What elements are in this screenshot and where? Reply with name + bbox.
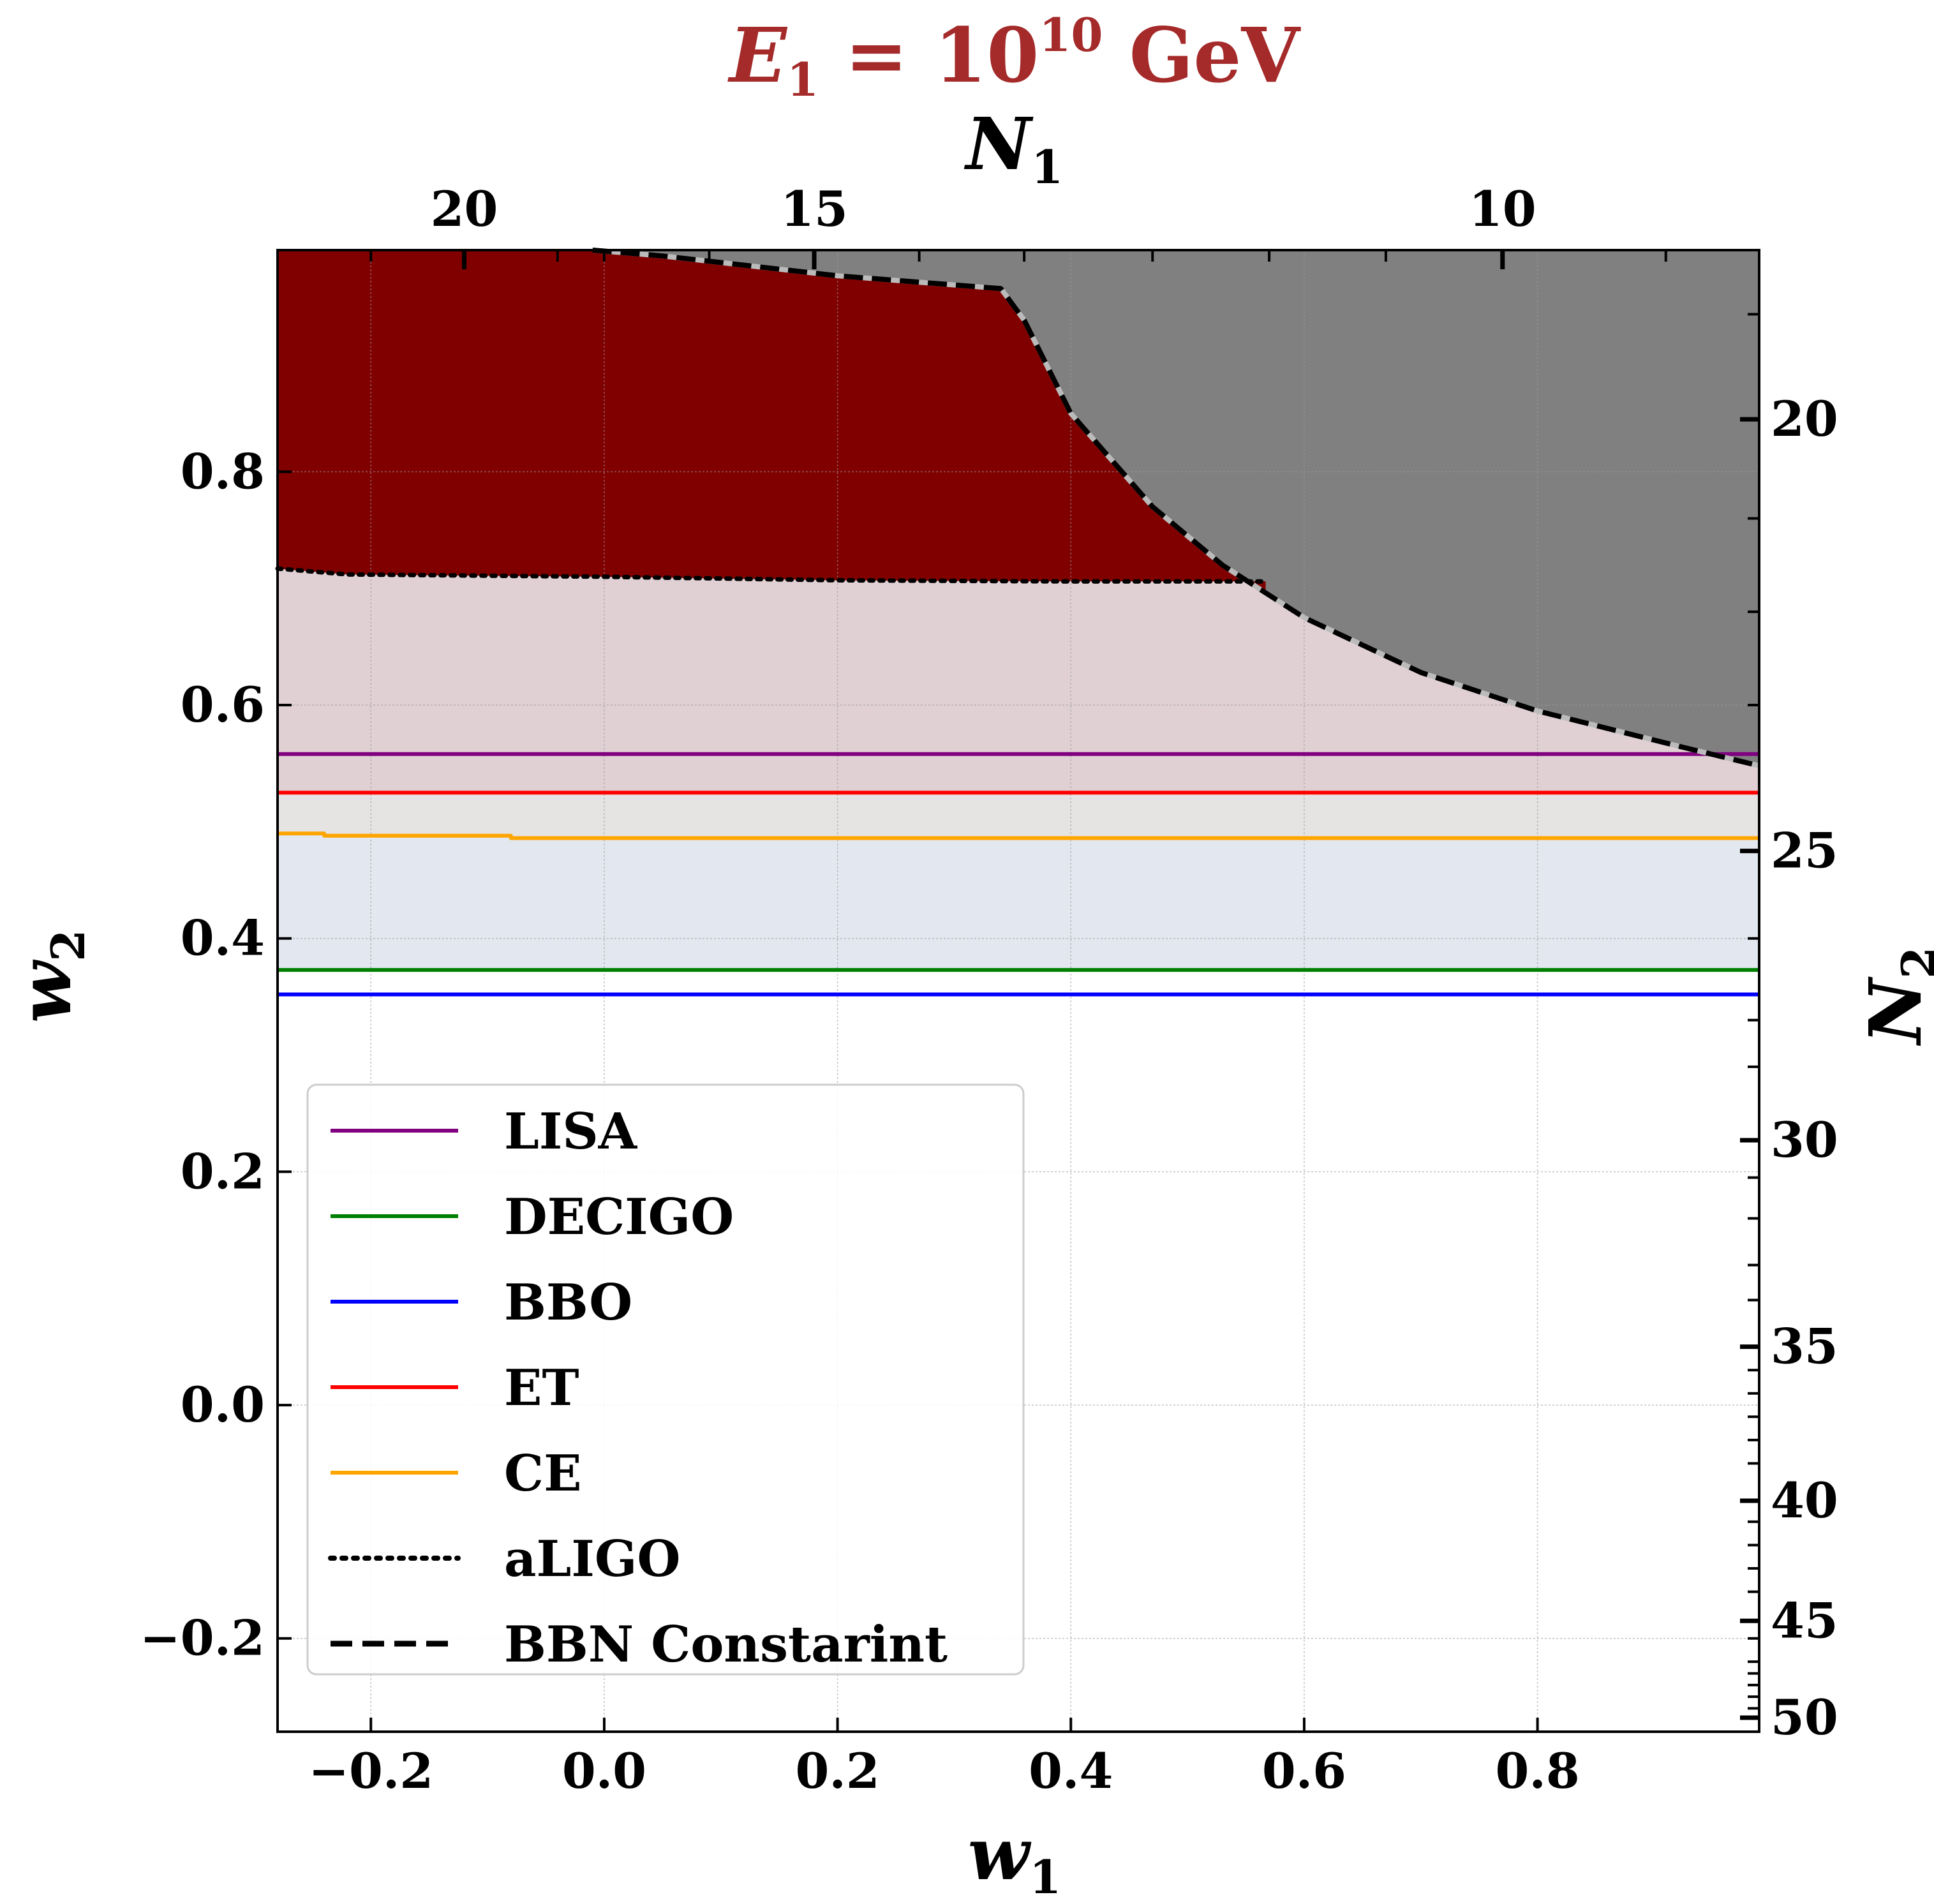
x-tick-label-1: 0.0 — [562, 1743, 646, 1799]
right-tick-label-3: 35 — [1771, 1318, 1838, 1375]
y-axis-subscript: 2 — [41, 930, 95, 962]
right-axis-subscript: 2 — [1891, 947, 1934, 979]
series-line-bbn-constarint — [592, 248, 1760, 768]
x-tick-label-2: 0.2 — [795, 1743, 879, 1799]
top-axis-subscript: 1 — [1031, 140, 1063, 194]
legend-label-aligo: aLIGO — [504, 1530, 680, 1588]
region-et-band — [278, 792, 1759, 838]
right-tick-label-2: 30 — [1771, 1112, 1838, 1168]
top-tick-label-0: 20 — [431, 181, 498, 237]
region-excluded-bbn — [592, 250, 1759, 766]
title-exponent: 10 — [1039, 8, 1103, 62]
right-axis-symbol: N — [1854, 976, 1934, 1046]
legend-label-bbn-constarint: BBN Constarint — [504, 1616, 948, 1674]
top-axis-title: N1 — [964, 103, 1063, 194]
chart-title: E1 = 1010 GeV — [727, 8, 1301, 107]
legend-label-bbo: BBO — [504, 1274, 632, 1332]
legend: LISA DECIGO BBO ET CE aLIGO BBN Constarint — [306, 1083, 1025, 1676]
x-tick-label-3: 0.4 — [1029, 1743, 1113, 1799]
y-tick-label-5: 0.8 — [181, 443, 265, 500]
region-ce-band — [278, 833, 1759, 971]
title-subscript: 1 — [787, 52, 819, 107]
legend-box — [306, 1083, 1025, 1676]
top-tick-label-2: 10 — [1469, 181, 1536, 237]
right-tick-label-0: 20 — [1771, 390, 1838, 447]
region-aligo-detectable — [278, 250, 1266, 593]
y-tick-label-2: 0.2 — [181, 1143, 265, 1200]
title-equals: = — [819, 11, 934, 100]
regions-layer — [278, 250, 1759, 971]
title-symbol: E — [727, 11, 788, 100]
legend-label-ce: CE — [504, 1445, 582, 1503]
right-tick-label-5: 45 — [1771, 1592, 1838, 1649]
x-tick-label-5: 0.8 — [1495, 1743, 1579, 1799]
series-layer — [275, 248, 1760, 997]
right-axis-title: N2 — [1854, 947, 1934, 1046]
x-tick-label-0: −0.2 — [308, 1743, 433, 1799]
y-tick-label-1: 0.0 — [181, 1376, 265, 1433]
top-axis-symbol: N — [964, 103, 1034, 186]
y-tick-label-0: −0.2 — [140, 1610, 265, 1667]
series-line-aligo — [275, 566, 1268, 584]
y-axis-title: w2 — [4, 930, 95, 1023]
x-axis-subscript: 1 — [1029, 1850, 1061, 1904]
x-tick-label-4: 0.6 — [1262, 1743, 1346, 1799]
right-tick-label-6: 50 — [1771, 1689, 1838, 1746]
y-tick-label-4: 0.6 — [181, 676, 265, 733]
y-tick-label-3: 0.4 — [181, 910, 265, 967]
series-line-ce — [278, 831, 1759, 840]
legend-label-et: ET — [504, 1359, 579, 1417]
plot-frame — [276, 249, 1760, 1733]
top-tick-label-1: 15 — [780, 181, 848, 237]
right-tick-label-1: 25 — [1771, 822, 1838, 879]
legend-label-lisa: LISA — [504, 1103, 638, 1161]
right-tick-label-4: 40 — [1771, 1472, 1838, 1529]
legend-label-decigo: DECIGO — [504, 1188, 734, 1246]
y-axis-symbol: w — [4, 959, 87, 1023]
title-base: 10 — [934, 11, 1039, 100]
title-unit: GeV — [1103, 11, 1302, 100]
x-axis-symbol: w — [968, 1813, 1032, 1896]
x-axis-title: w1 — [968, 1813, 1062, 1904]
ticks-layer: −0.2 0.0 0.2 0.4 0.6 0.8 −0.2 0.0 0.2 0.4 0.6 0.8 20… — [140, 181, 1838, 1799]
